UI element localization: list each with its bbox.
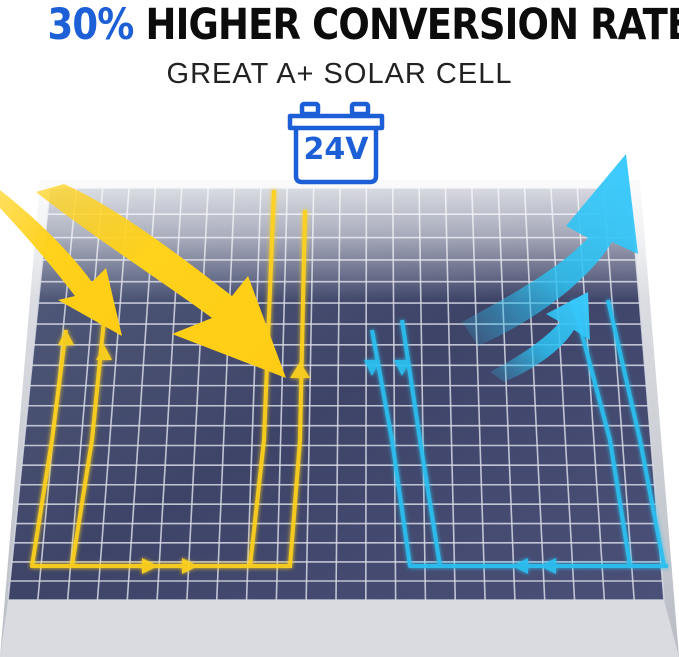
current-arrow-icon [182,558,198,574]
headline-text: HIGHER CONVERSION RATE [145,0,679,50]
current-arrow-icon [364,360,380,376]
panel-bottom-rail [0,600,679,657]
output-circuit [364,299,668,574]
battery-badge: 24V [282,98,390,186]
headline: 30% HIGHER CONVERSION RATE [47,0,679,52]
battery-icon [287,101,385,185]
current-arrow-icon [290,362,310,378]
input-circuit [30,189,310,574]
energy-output-arrow-icon [462,154,638,382]
current-arrow-icon [540,558,556,574]
current-arrow-icon [142,558,158,574]
current-arrow-icon [394,360,410,376]
current-arrow-icon [58,330,74,345]
current-arrow-icon [96,345,112,360]
sunlight-arrow-icon [0,184,286,378]
subheadline: GREAT A+ SOLAR CELL [166,58,513,90]
headline-percentage: 30% [47,0,135,50]
battery-voltage-label: 24V [303,132,369,167]
current-arrow-icon [512,558,528,574]
